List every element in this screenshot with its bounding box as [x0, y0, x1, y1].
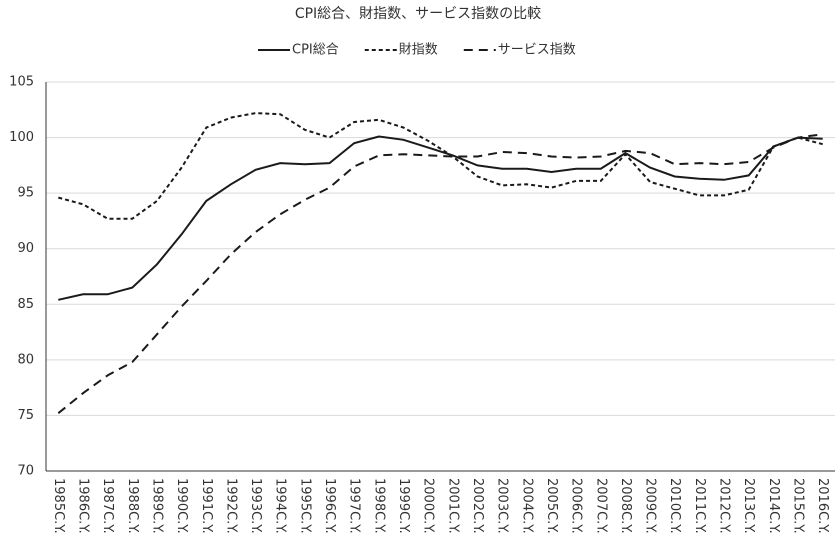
series-line — [57, 133, 823, 414]
x-tick-label: 1987C.Y. — [100, 478, 115, 534]
x-tick-label: 2009C.Y. — [643, 478, 658, 534]
x-tick-label: 2007C.Y. — [593, 478, 608, 534]
y-tick-label: 70 — [17, 464, 34, 479]
x-tick-label: 2012C.Y. — [717, 478, 732, 534]
x-tick-label: 1993C.Y. — [248, 478, 263, 534]
x-tick-label: 1997C.Y. — [347, 478, 362, 534]
y-tick-label: 90 — [17, 241, 34, 256]
x-tick-label: 1988C.Y. — [125, 478, 140, 534]
x-tick-label: 2011C.Y. — [692, 478, 707, 534]
legend-label: サービス指数 — [498, 43, 576, 58]
x-tick-label: 2000C.Y. — [421, 478, 436, 534]
y-tick-label: 75 — [17, 408, 34, 423]
x-tick-label: 1986C.Y. — [75, 478, 90, 534]
x-tick-label: 2004C.Y. — [519, 478, 534, 534]
x-tick-label: 1995C.Y. — [297, 478, 312, 534]
x-tick-label: 1994C.Y. — [273, 478, 288, 534]
y-tick-label: 95 — [17, 186, 34, 201]
legend-label: CPI総合 — [292, 43, 339, 58]
series-line — [58, 112, 823, 220]
x-tick-label: 2013C.Y. — [741, 478, 756, 534]
y-tick-label: 80 — [17, 352, 34, 367]
y-tick-label: 100 — [9, 130, 34, 145]
x-tick-label: 1989C.Y. — [149, 478, 164, 534]
chart-title: CPI総合、財指数、サービス指数の比較 — [295, 6, 541, 22]
x-tick-label: 2006C.Y. — [569, 478, 584, 534]
x-tick-label: 2002C.Y. — [470, 478, 485, 534]
x-tick-label: 1985C.Y. — [51, 478, 66, 534]
y-tick-label: 105 — [9, 75, 34, 90]
y-tick-label: 85 — [17, 297, 34, 312]
x-tick-label: 1991C.Y. — [199, 478, 214, 534]
x-tick-label: 2014C.Y. — [766, 478, 781, 534]
x-tick-label: 2001C.Y. — [445, 478, 460, 534]
x-tick-label: 1992C.Y. — [223, 478, 238, 534]
x-tick-label: 2008C.Y. — [618, 478, 633, 534]
x-tick-label: 2010C.Y. — [667, 478, 682, 534]
x-tick-label: 2016C.Y. — [815, 478, 830, 534]
x-tick-label: 1990C.Y. — [174, 478, 189, 534]
x-tick-label: 1999C.Y. — [396, 478, 411, 534]
x-tick-label: 2015C.Y. — [791, 478, 806, 534]
x-tick-label: 1996C.Y. — [322, 478, 337, 534]
series-line — [58, 135, 823, 301]
x-tick-label: 1998C.Y. — [371, 478, 386, 534]
legend: CPI総合 財指数 サービス指数 — [258, 43, 576, 58]
legend-label: 財指数 — [399, 43, 438, 58]
x-tick-label: 2003C.Y. — [495, 478, 510, 534]
x-tick-label: 2005C.Y. — [544, 478, 559, 534]
